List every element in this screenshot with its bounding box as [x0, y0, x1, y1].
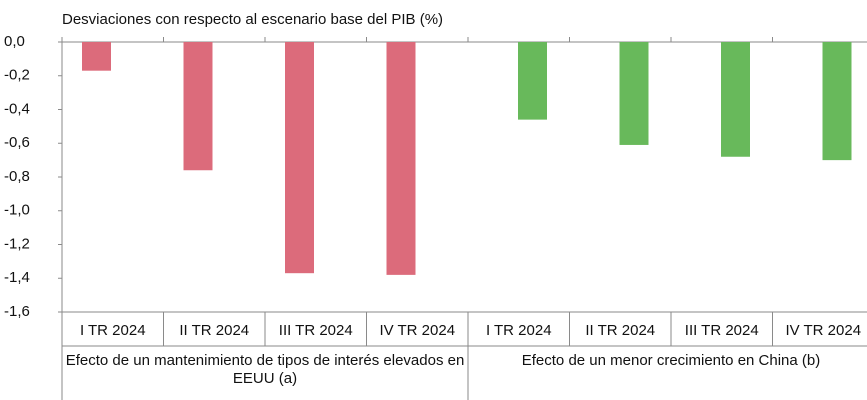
y-tick-label: -0,2	[4, 67, 30, 84]
group-label: Efecto de un menor crecimiento en China …	[521, 352, 821, 369]
x-tick-label: II TR 2024	[585, 322, 655, 339]
bar	[721, 42, 750, 157]
y-tick-label: 0,0	[4, 33, 25, 50]
bar	[386, 42, 416, 275]
x-tick-label: II TR 2024	[179, 322, 249, 339]
x-tick-label: I TR 2024	[80, 322, 146, 339]
bar	[183, 42, 213, 171]
y-tick-label: -0,4	[4, 100, 30, 117]
y-tick-label: -1,0	[4, 202, 30, 219]
y-tick-label: -1,2	[4, 235, 30, 252]
x-tick-label: IV TR 2024	[785, 322, 861, 339]
x-tick-label: III TR 2024	[685, 322, 759, 339]
bar	[822, 42, 852, 161]
y-tick-label: -1,4	[4, 269, 30, 286]
bar	[518, 42, 547, 120]
group-label: Efecto de un mantenimiento de tipos de i…	[65, 352, 465, 387]
x-tick-label: IV TR 2024	[379, 322, 455, 339]
bar	[82, 42, 111, 71]
bar	[285, 42, 314, 274]
x-tick-label: III TR 2024	[279, 322, 353, 339]
bar	[619, 42, 649, 145]
y-tick-label: -0,6	[4, 134, 30, 151]
y-tick-label: -0,8	[4, 168, 30, 185]
y-tick-label: -1,6	[4, 303, 30, 320]
chart-title: Desviaciones con respecto al escenario b…	[62, 11, 443, 28]
x-tick-label: I TR 2024	[486, 322, 552, 339]
